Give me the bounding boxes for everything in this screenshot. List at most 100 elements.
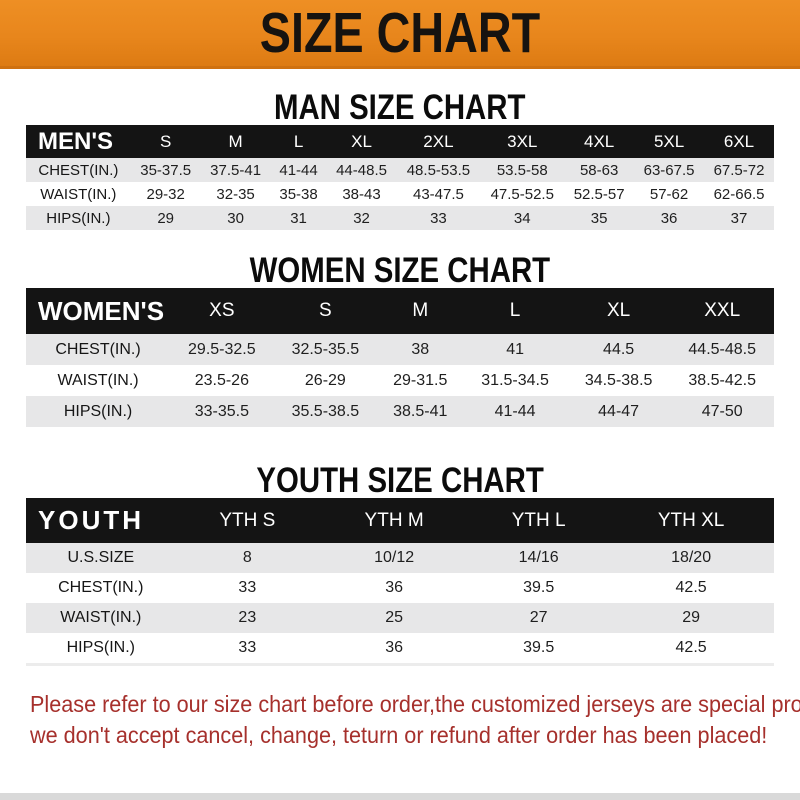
size-cell: 14/16: [469, 543, 609, 573]
youth-heading-text: YOUTH SIZE CHART: [256, 461, 544, 500]
size-column-header: 6XL: [704, 125, 774, 158]
size-cell: 35: [564, 206, 635, 230]
size-column-header: XL: [566, 288, 671, 334]
table-row: CHEST(IN.) 35-37.5 37.5-41 41-44 44-48.5 48.5…: [26, 158, 774, 182]
mens-size-table: MEN'S S M L XL 2XL 3XL 4XL 5XL 6XL CHEST(IN.) 35-37…: [26, 125, 774, 230]
size-cell: 23.5-26: [170, 365, 274, 396]
size-column-header: YTH XL: [608, 498, 774, 543]
row-label: HIPS(IN.): [26, 633, 176, 665]
size-cell: 38: [377, 334, 464, 365]
table-header-row: MEN'S S M L XL 2XL 3XL 4XL 5XL 6XL: [26, 125, 774, 158]
size-cell: 53.5-58: [480, 158, 565, 182]
size-cell: 32.5-35.5: [273, 334, 378, 365]
size-cell: 41-44: [463, 396, 567, 427]
table-row: CHEST(IN.) 29.5-32.5 32.5-35.5 38 41 44.5 44.5…: [26, 334, 774, 365]
size-cell: 62-66.5: [704, 182, 774, 206]
size-column-header: S: [273, 288, 378, 334]
row-label: CHEST(IN.): [26, 573, 176, 603]
table-header-row: WOMEN'S XS S M L XL XXL: [26, 288, 774, 334]
size-cell: 26-29: [273, 365, 378, 396]
size-cell: 35-37.5: [130, 158, 201, 182]
size-cell: 38-43: [326, 182, 397, 206]
size-cell: 29: [130, 206, 201, 230]
order-policy-note: Please refer to our size chart before or…: [30, 689, 800, 751]
size-cell: 38.5-41: [377, 396, 464, 427]
row-label: WAIST(IN.): [26, 603, 176, 633]
size-cell: 44-48.5: [326, 158, 397, 182]
women-section-heading: WOMEN SIZE CHART: [0, 253, 800, 288]
size-cell: 34.5-38.5: [566, 365, 671, 396]
youth-section-heading: YOUTH SIZE CHART: [0, 463, 800, 498]
size-column-header: M: [377, 288, 464, 334]
size-cell: 37.5-41: [200, 158, 271, 182]
size-cell: 29.5-32.5: [170, 334, 274, 365]
size-cell: 43-47.5: [396, 182, 481, 206]
table-row: U.S.SIZE 8 10/12 14/16 18/20: [26, 543, 774, 573]
youth-size-table: YOUTH YTH S YTH M YTH L YTH XL U.S.SIZE 8 10/12…: [26, 498, 774, 666]
size-column-header: L: [270, 125, 327, 158]
table-row: CHEST(IN.) 33 36 39.5 42.5: [26, 573, 774, 603]
size-cell: 30: [200, 206, 271, 230]
size-cell: 31: [270, 206, 327, 230]
size-column-header: 4XL: [564, 125, 635, 158]
size-cell: 33: [175, 573, 320, 603]
man-section-heading: MAN SIZE CHART: [0, 90, 800, 125]
size-cell: 42.5: [608, 573, 774, 603]
size-cell: 37: [704, 206, 774, 230]
table-row: WAIST(IN.) 29-32 32-35 35-38 38-43 43-47.5 47.…: [26, 182, 774, 206]
size-cell: 36: [634, 206, 705, 230]
size-cell: 44.5: [566, 334, 671, 365]
size-cell: 29: [608, 603, 774, 633]
order-policy-line2: we don't accept cancel, change, teturn o…: [30, 722, 768, 748]
women-heading-text: WOMEN SIZE CHART: [249, 251, 551, 290]
row-label: WAIST(IN.): [26, 182, 131, 206]
size-column-header: XXL: [670, 288, 774, 334]
row-label: CHEST(IN.): [26, 158, 131, 182]
size-cell: 67.5-72: [704, 158, 774, 182]
size-cell: 41-44: [270, 158, 327, 182]
size-cell: 35.5-38.5: [273, 396, 378, 427]
size-cell: 52.5-57: [564, 182, 635, 206]
size-cell: 48.5-53.5: [396, 158, 481, 182]
table-row: HIPS(IN.) 33-35.5 35.5-38.5 38.5-41 41-44 44-…: [26, 396, 774, 427]
size-column-header: XL: [326, 125, 397, 158]
size-column-header: L: [463, 288, 567, 334]
womens-size-table: WOMEN'S XS S M L XL XXL CHEST(IN.) 29.5-32.5 32.5…: [26, 288, 774, 427]
row-label: U.S.SIZE: [26, 543, 176, 573]
size-cell: 35-38: [270, 182, 327, 206]
banner-title: SIZE CHART: [259, 0, 541, 65]
table-row: HIPS(IN.) 29 30 31 32 33 34 35 36 37: [26, 206, 774, 230]
size-cell: 29-32: [130, 182, 201, 206]
size-cell: 31.5-34.5: [463, 365, 567, 396]
size-cell: 38.5-42.5: [670, 365, 774, 396]
size-column-header: YTH L: [469, 498, 609, 543]
size-column-header: XS: [170, 288, 274, 334]
size-cell: 32-35: [200, 182, 271, 206]
table-row: WAIST(IN.) 23 25 27 29: [26, 603, 774, 633]
size-column-header: YTH S: [175, 498, 320, 543]
row-label: CHEST(IN.): [26, 334, 171, 365]
size-column-header: S: [130, 125, 201, 158]
size-cell: 27: [469, 603, 609, 633]
order-policy-line1: Please refer to our size chart before or…: [30, 691, 800, 717]
man-heading-text: MAN SIZE CHART: [274, 88, 526, 127]
table-corner-label: MEN'S: [26, 125, 131, 158]
size-cell: 34: [480, 206, 565, 230]
size-cell: 39.5: [469, 573, 609, 603]
table-header-row: YOUTH YTH S YTH M YTH L YTH XL: [26, 498, 774, 543]
size-chart-banner: SIZE CHART: [0, 0, 800, 69]
size-cell: 25: [319, 603, 470, 633]
bottom-divider: [0, 793, 800, 800]
size-cell: 41: [463, 334, 567, 365]
size-cell: 57-62: [634, 182, 705, 206]
size-cell: 32: [326, 206, 397, 230]
size-cell: 63-67.5: [634, 158, 705, 182]
size-cell: 47-50: [670, 396, 774, 427]
size-cell: 36: [319, 633, 470, 665]
size-cell: 33: [396, 206, 481, 230]
size-column-header: 3XL: [480, 125, 565, 158]
table-row: HIPS(IN.) 33 36 39.5 42.5: [26, 633, 774, 665]
size-cell: 44.5-48.5: [670, 334, 774, 365]
size-column-header: YTH M: [319, 498, 470, 543]
